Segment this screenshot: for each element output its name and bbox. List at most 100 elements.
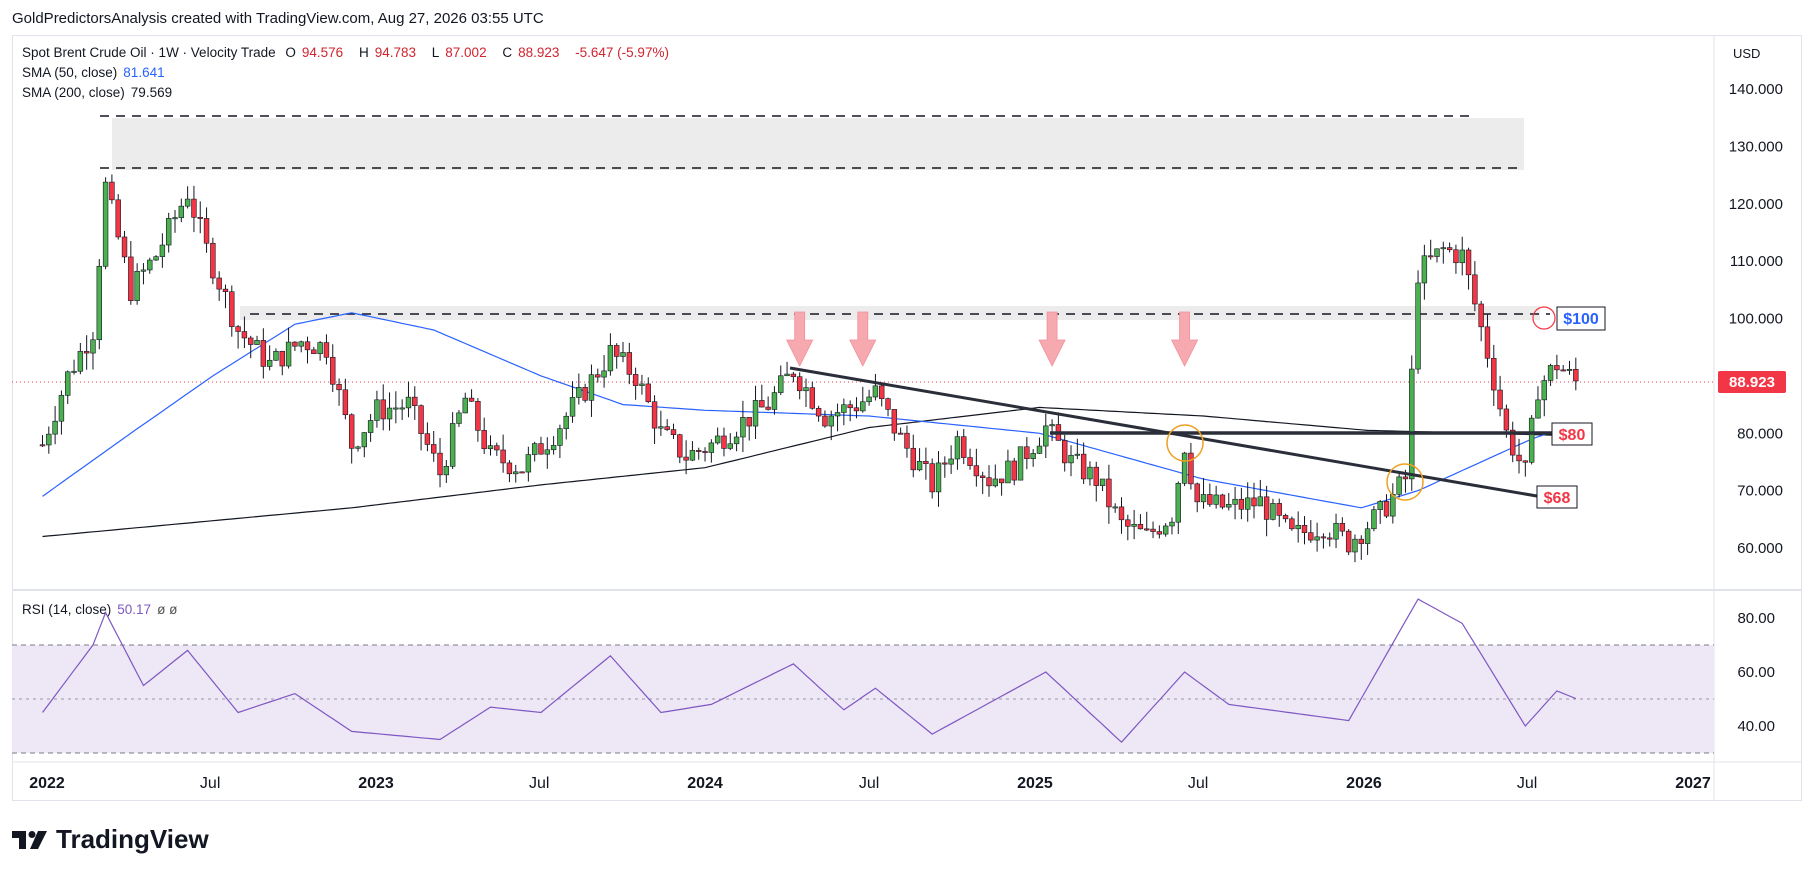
candle[interactable] xyxy=(1409,355,1415,491)
candle[interactable] xyxy=(778,365,784,396)
candle[interactable] xyxy=(1270,498,1276,521)
candle[interactable] xyxy=(380,384,386,431)
candle[interactable] xyxy=(405,381,412,418)
candle[interactable] xyxy=(872,373,879,401)
candle[interactable] xyxy=(752,385,759,439)
candle[interactable] xyxy=(714,427,721,445)
candle[interactable] xyxy=(266,345,273,371)
candle[interactable] xyxy=(424,422,431,452)
candle[interactable] xyxy=(1226,493,1232,511)
candle[interactable] xyxy=(639,374,645,395)
candle[interactable] xyxy=(822,410,828,428)
sma50-line[interactable] xyxy=(42,312,1576,509)
candle[interactable] xyxy=(1030,449,1036,467)
sma200-legend[interactable]: SMA (200, close) 79.569 xyxy=(22,85,172,100)
candle[interactable] xyxy=(285,327,292,369)
sma200-line[interactable] xyxy=(42,406,1576,538)
candle[interactable] xyxy=(1162,523,1169,537)
candle[interactable] xyxy=(241,316,248,349)
candle[interactable] xyxy=(1131,509,1137,540)
candle[interactable] xyxy=(1251,482,1257,519)
candle[interactable] xyxy=(1320,533,1327,549)
candle[interactable] xyxy=(992,464,998,488)
candle[interactable] xyxy=(979,471,986,494)
candle[interactable] xyxy=(1421,244,1428,300)
candle[interactable] xyxy=(77,342,84,375)
candle[interactable] xyxy=(134,263,140,305)
candle[interactable] xyxy=(1377,499,1383,524)
candle[interactable] xyxy=(942,456,948,478)
candle[interactable] xyxy=(336,378,342,406)
candle[interactable] xyxy=(569,381,576,423)
candle[interactable] xyxy=(431,430,437,462)
candle[interactable] xyxy=(815,405,822,422)
candle[interactable] xyxy=(620,341,626,363)
sma50-legend[interactable]: SMA (50, close) 81.641 xyxy=(22,65,165,80)
candle[interactable] xyxy=(1024,437,1030,470)
candle[interactable] xyxy=(197,201,203,234)
candle[interactable] xyxy=(1244,482,1251,522)
candle[interactable] xyxy=(1459,236,1465,276)
candle[interactable] xyxy=(803,378,809,407)
candle[interactable] xyxy=(1396,474,1402,498)
candle[interactable] xyxy=(443,459,450,483)
candle[interactable] xyxy=(582,383,588,403)
candle[interactable] xyxy=(1213,485,1219,509)
symbol-title[interactable]: Spot Brent Crude Oil · 1W · Velocity Tra… xyxy=(22,45,276,60)
candle[interactable] xyxy=(323,334,330,365)
candle[interactable] xyxy=(954,430,961,470)
candle[interactable] xyxy=(651,395,658,445)
candle[interactable] xyxy=(128,241,134,305)
candle[interactable] xyxy=(733,431,740,452)
candle[interactable] xyxy=(1175,481,1181,534)
candle[interactable] xyxy=(897,427,904,435)
candle[interactable] xyxy=(853,397,860,419)
candle[interactable] xyxy=(866,389,872,406)
candle[interactable] xyxy=(696,447,702,460)
candle[interactable] xyxy=(292,341,298,352)
candle[interactable] xyxy=(1289,516,1295,531)
candle[interactable] xyxy=(771,386,778,415)
candle[interactable] xyxy=(879,384,885,407)
candle[interactable] xyxy=(494,442,500,456)
candle[interactable] xyxy=(1484,314,1491,368)
candle[interactable] xyxy=(348,413,355,464)
candle[interactable] xyxy=(860,386,866,413)
candle[interactable] xyxy=(1364,521,1371,555)
candle[interactable] xyxy=(456,410,462,427)
candle[interactable] xyxy=(1371,505,1377,532)
candle[interactable] xyxy=(1062,434,1068,472)
candle[interactable] xyxy=(1276,498,1282,527)
candle[interactable] xyxy=(58,390,65,435)
candle[interactable] xyxy=(544,437,550,469)
candle[interactable] xyxy=(39,435,46,447)
candle[interactable] xyxy=(83,335,90,370)
candle[interactable] xyxy=(1415,270,1421,374)
candle[interactable] xyxy=(1427,239,1434,260)
candle[interactable] xyxy=(165,212,172,253)
candle[interactable] xyxy=(948,445,954,475)
candle[interactable] xyxy=(891,409,898,441)
candle[interactable] xyxy=(1478,300,1484,342)
candle[interactable] xyxy=(184,186,191,209)
candle[interactable] xyxy=(923,447,929,480)
candle[interactable] xyxy=(670,423,677,439)
candle[interactable] xyxy=(1263,485,1270,537)
candle[interactable] xyxy=(702,447,708,462)
candle[interactable] xyxy=(1446,242,1453,253)
candle[interactable] xyxy=(1043,413,1049,458)
candle[interactable] xyxy=(1106,464,1112,524)
candle[interactable] xyxy=(1093,461,1099,502)
candle[interactable] xyxy=(1383,494,1390,519)
candle[interactable] xyxy=(1055,412,1062,441)
candle[interactable] xyxy=(519,471,525,474)
candle[interactable] xyxy=(1510,421,1516,463)
candle[interactable] xyxy=(658,410,664,436)
candle[interactable] xyxy=(1453,244,1459,274)
candle[interactable] xyxy=(1314,522,1320,552)
candle[interactable] xyxy=(1207,483,1213,507)
candle[interactable] xyxy=(1358,535,1364,560)
candle[interactable] xyxy=(847,400,853,422)
candle[interactable] xyxy=(563,412,569,440)
candle[interactable] xyxy=(1434,248,1440,263)
